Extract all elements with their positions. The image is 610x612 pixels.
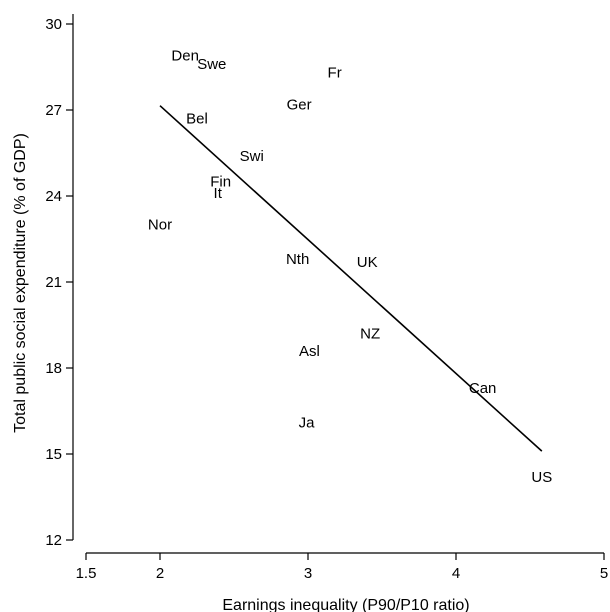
y-tick-label: 24 [45, 188, 62, 205]
point-label-can: Can [469, 380, 497, 397]
point-label-den: Den [171, 48, 199, 65]
point-label-bel: Bel [186, 111, 208, 128]
point-label-nor: Nor [148, 217, 172, 234]
point-label-nth: Nth [286, 251, 309, 268]
y-tick-label: 12 [45, 532, 62, 549]
x-tick-label: 5 [600, 565, 608, 582]
x-tick-label: 4 [452, 565, 460, 582]
fit-line [159, 105, 543, 452]
point-label-ger: Ger [287, 96, 312, 113]
y-tick-label: 30 [45, 16, 62, 33]
point-label-swe: Swe [197, 56, 226, 73]
point-label-uk: UK [357, 254, 378, 271]
fit-line-group [159, 105, 543, 452]
y-tick-label: 27 [45, 102, 62, 119]
point-label-it: It [214, 185, 223, 202]
x-tick-label: 2 [156, 565, 164, 582]
x-axis-title: Earnings inequality (P90/P10 ratio) [222, 597, 469, 612]
point-label-fr: Fr [328, 65, 342, 82]
x-tick-label: 1.5 [76, 565, 97, 582]
point-label-asl: Asl [299, 343, 320, 360]
point-label-fin: Fin [210, 174, 231, 191]
point-label-swi: Swi [240, 148, 264, 165]
y-tick-label: 21 [45, 274, 62, 291]
y-tick-label: 15 [45, 446, 62, 463]
y-tick-label: 18 [45, 360, 62, 377]
x-tick-label: 3 [304, 565, 312, 582]
point-label-ja: Ja [299, 414, 316, 431]
point-label-nz: NZ [360, 326, 380, 343]
point-label-us: US [531, 469, 552, 486]
y-axis-title: Total public social expenditure (% of GD… [12, 133, 29, 433]
axes: 12 15 18 21 24 27 30 1.5 2 3 4 5 [45, 14, 608, 582]
